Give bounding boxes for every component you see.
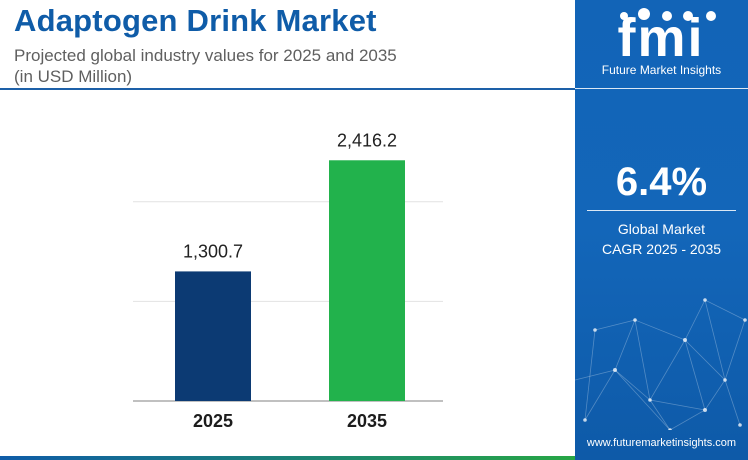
fmi-logo: fmi xyxy=(618,8,716,68)
x-tick-label-2035: 2035 xyxy=(347,411,387,431)
bars xyxy=(175,160,405,401)
logo-dot-icon xyxy=(620,12,628,20)
x-tick-label-2025: 2025 xyxy=(193,411,233,431)
cagr-divider xyxy=(587,210,736,211)
bar-2035 xyxy=(329,160,405,401)
website-url: www.futuremarketinsights.com xyxy=(586,437,737,449)
logo-dot-icon xyxy=(662,11,672,21)
labels: 1,300.7 2025 2,416.2 2035 xyxy=(183,130,397,431)
data-label-2035: 2,416.2 xyxy=(337,130,397,150)
logo-name: Future Market Insights xyxy=(601,63,722,77)
subtitle-line-2: (in USD Million) xyxy=(14,67,133,86)
network-decoration xyxy=(575,298,747,430)
cagr-label: Global Market CAGR 2025 - 2035 xyxy=(575,219,748,259)
cagr-label-line-1: Global Market xyxy=(617,221,706,237)
data-label-2025: 1,300.7 xyxy=(183,241,243,261)
logo-divider xyxy=(575,88,748,89)
logo-dot-icon xyxy=(683,11,693,21)
cagr-value: 6.4% xyxy=(615,160,708,204)
bar-2025 xyxy=(175,271,251,401)
subtitle-line-1: Projected global industry values for 202… xyxy=(14,46,397,65)
page-subtitle: Projected global industry values for 202… xyxy=(14,45,397,87)
logo-dot-icon xyxy=(638,8,650,20)
chart-panel: Adaptogen Drink Market Projected global … xyxy=(0,3,575,460)
cagr-label-line-2: CAGR 2025 - 2035 xyxy=(601,241,722,257)
bottom-accent-strip xyxy=(0,456,575,460)
summary-sidebar: fmi Future Market Insights 6.4% Global M… xyxy=(575,0,748,460)
page-title: Adaptogen Drink Market xyxy=(14,3,377,38)
header-divider xyxy=(0,88,575,90)
bar-chart: 1,300.7 2025 2,416.2 2035 xyxy=(133,130,443,431)
logo-dot-icon xyxy=(706,11,716,21)
